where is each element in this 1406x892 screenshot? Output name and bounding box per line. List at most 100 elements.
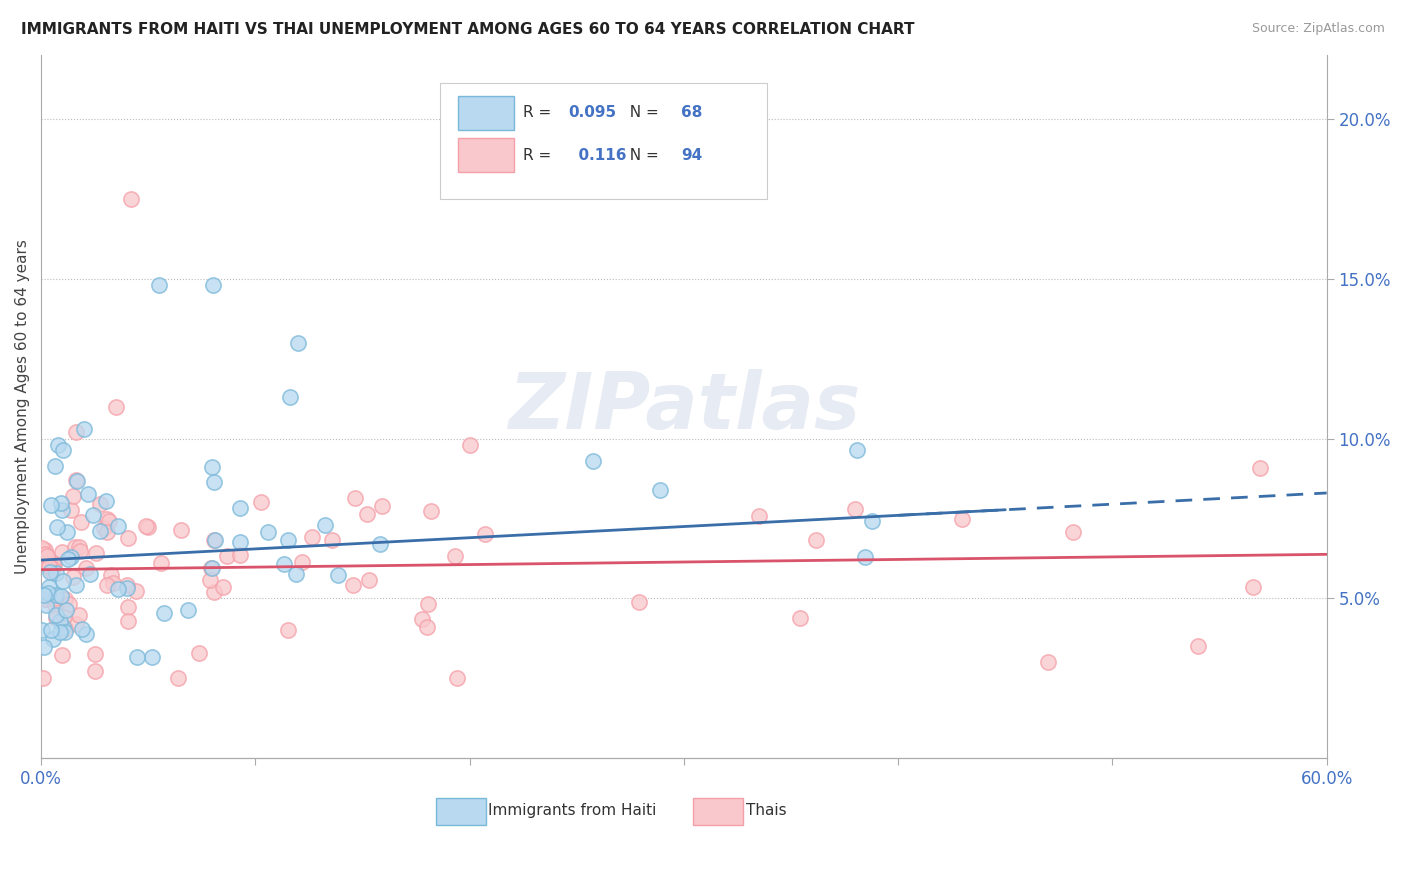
Point (212, 580, 235, 594)
Point (60, 503, 83, 517)
Point (65, 577, 87, 591)
Point (38, 565, 60, 579)
Point (79, 567, 101, 582)
Point (314, 518, 336, 533)
Point (49, 614, 72, 628)
Point (35, 598, 58, 612)
Point (229, 500, 252, 515)
Point (273, 557, 295, 571)
Point (69, 543, 91, 558)
Point (67, 607, 90, 622)
Point (443, 549, 465, 564)
Text: ZIPatlas: ZIPatlas (508, 368, 860, 445)
Point (117, 614, 139, 628)
Point (37, 549, 59, 563)
Point (135, 519, 157, 533)
Point (97, 514, 120, 528)
Point (75, 561, 97, 575)
Point (31, 671, 53, 685)
Point (170, 523, 193, 537)
Point (141, 649, 163, 664)
Point (94, 494, 117, 508)
Point (342, 578, 364, 592)
Point (38, 558, 60, 573)
Text: R =: R = (523, 104, 557, 120)
Point (1249, 461, 1271, 475)
Point (55, 524, 77, 539)
Text: 0.095: 0.095 (568, 104, 616, 120)
Point (44, 557, 66, 571)
Text: 0.116: 0.116 (568, 148, 627, 163)
Point (284, 566, 307, 581)
Point (96, 578, 118, 592)
Point (1036, 656, 1059, 670)
Point (250, 495, 273, 509)
Point (93, 521, 115, 535)
Point (32, 589, 55, 603)
Point (52, 442, 75, 457)
Point (70, 515, 93, 529)
Point (52, 620, 75, 634)
Point (62, 570, 84, 584)
Point (100, 568, 122, 582)
Point (103, 575, 125, 590)
Point (416, 620, 439, 634)
Point (41, 560, 63, 574)
Point (62, 489, 84, 503)
Point (59, 550, 82, 565)
Point (229, 535, 252, 549)
Point (136, 520, 159, 534)
Point (277, 624, 299, 638)
Point (127, 650, 149, 665)
Point (416, 597, 439, 611)
Point (1241, 580, 1264, 594)
Point (41, 564, 63, 578)
Point (51, 545, 73, 559)
Point (65, 473, 87, 487)
Point (52, 610, 75, 624)
Point (1187, 640, 1209, 654)
Point (82, 508, 104, 523)
Point (34, 591, 56, 606)
Point (53, 623, 76, 637)
Point (1062, 524, 1084, 539)
Point (53, 624, 76, 639)
Point (187, 646, 209, 660)
Point (202, 533, 225, 548)
Point (37, 592, 59, 607)
Point (215, 549, 238, 563)
Point (277, 533, 299, 547)
Point (321, 533, 343, 548)
Point (67, 540, 90, 554)
Point (63, 541, 86, 555)
Point (41, 556, 63, 570)
FancyBboxPatch shape (457, 138, 515, 172)
Point (89, 497, 111, 511)
Point (853, 549, 876, 564)
Point (117, 599, 139, 614)
Point (371, 500, 394, 514)
Point (65, 617, 87, 632)
Point (582, 454, 605, 468)
Point (32, 640, 55, 654)
Point (49, 625, 72, 640)
Point (44, 591, 66, 606)
Text: N =: N = (620, 104, 664, 120)
FancyBboxPatch shape (457, 96, 515, 129)
Point (107, 582, 129, 596)
Point (411, 612, 433, 626)
FancyBboxPatch shape (436, 797, 486, 825)
Point (86, 546, 108, 560)
Y-axis label: Unemployment Among Ages 60 to 64 years: Unemployment Among Ages 60 to 64 years (15, 239, 30, 574)
Text: N =: N = (620, 148, 664, 163)
Point (152, 607, 174, 621)
Text: IMMIGRANTS FROM HAITI VS THAI UNEMPLOYMENT AMONG AGES 60 TO 64 YEARS CORRELATION: IMMIGRANTS FROM HAITI VS THAI UNEMPLOYME… (21, 22, 914, 37)
Point (107, 519, 129, 533)
Point (32, 555, 55, 569)
Point (201, 459, 224, 474)
Text: Source: ZipAtlas.com: Source: ZipAtlas.com (1251, 22, 1385, 36)
Text: R =: R = (523, 148, 557, 163)
Point (343, 491, 366, 505)
Point (45, 608, 67, 623)
Point (96, 511, 118, 525)
